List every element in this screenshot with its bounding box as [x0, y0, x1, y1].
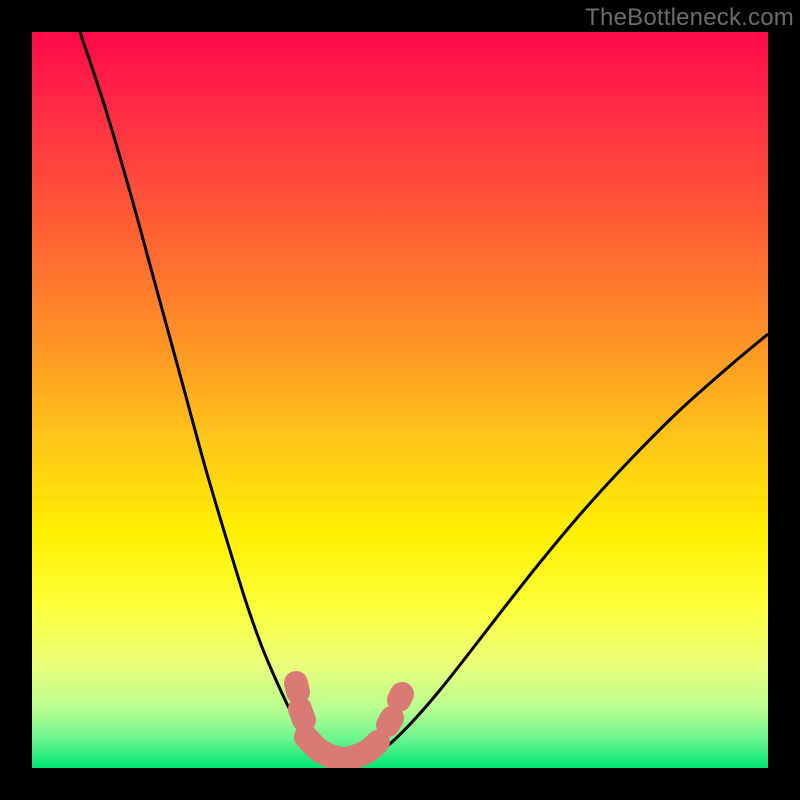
plot-svg	[32, 32, 768, 768]
plot-frame	[32, 32, 768, 768]
valley-highlight-blob	[296, 683, 402, 759]
valley-highlight-segment	[399, 694, 402, 700]
watermark-text: TheBottleneck.com	[585, 4, 794, 32]
valley-highlight-segment	[300, 709, 304, 720]
valley-highlight-segment	[306, 737, 378, 759]
valley-highlight-segment	[296, 683, 298, 692]
valley-highlight-segment	[388, 718, 392, 725]
bottleneck-curve	[80, 32, 768, 764]
plot-area	[32, 32, 768, 768]
